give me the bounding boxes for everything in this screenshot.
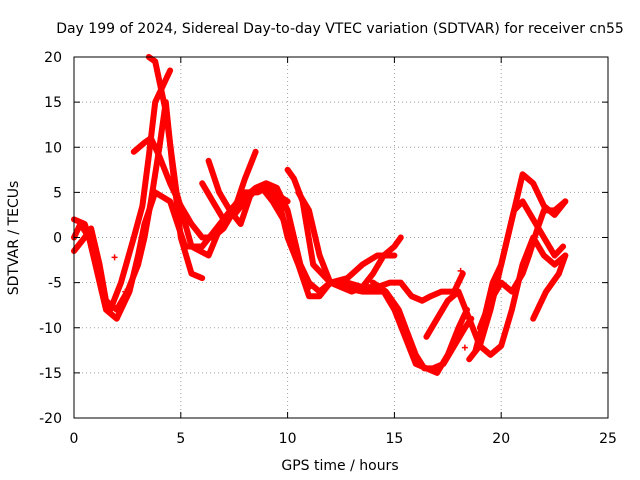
outlier-point <box>461 344 468 351</box>
axis-ticks: 0 5 10 15 20 25 -20 -15 -10 -5 0 5 10 15 20 <box>39 50 617 447</box>
x-tick-label: 5 <box>176 431 185 447</box>
y-tick-label: -20 <box>39 411 62 427</box>
chart-title: Day 199 of 2024, Sidereal Day-to-day VTE… <box>56 21 624 37</box>
x-axis-label: GPS time / hours <box>281 458 398 474</box>
series-track-10 <box>295 189 466 304</box>
x-tick-label: 15 <box>385 431 403 447</box>
series-track-17 <box>530 252 569 322</box>
y-tick-label: -10 <box>39 321 62 337</box>
outlier-group <box>111 254 468 351</box>
y-tick-label: 20 <box>44 50 62 66</box>
series-track-16 <box>476 198 569 331</box>
series-track-13 <box>423 234 569 358</box>
series-track-6 <box>199 180 334 300</box>
outlier-point <box>457 267 464 274</box>
outlier-point <box>122 288 129 295</box>
x-tick-label: 0 <box>70 431 79 447</box>
x-tick-label: 20 <box>492 431 510 447</box>
series-track-5 <box>145 54 238 259</box>
y-tick-label: -5 <box>48 276 62 292</box>
y-tick-label: 0 <box>53 231 62 247</box>
y-tick-label: -15 <box>39 366 62 382</box>
x-tick-label: 25 <box>599 431 617 447</box>
y-axis-label: SDTVAR / TECUs <box>6 181 22 296</box>
outlier-point <box>111 254 118 261</box>
y-tick-label: 10 <box>44 140 62 156</box>
outlier-point <box>457 323 464 330</box>
series-track-15 <box>472 198 567 354</box>
series-group <box>71 54 569 376</box>
grid <box>74 57 608 418</box>
y-tick-label: 15 <box>44 95 62 111</box>
x-tick-label: 10 <box>279 431 297 447</box>
series-track-12 <box>370 279 475 372</box>
y-tick-label: 5 <box>53 185 62 201</box>
series-track-8 <box>241 180 404 295</box>
